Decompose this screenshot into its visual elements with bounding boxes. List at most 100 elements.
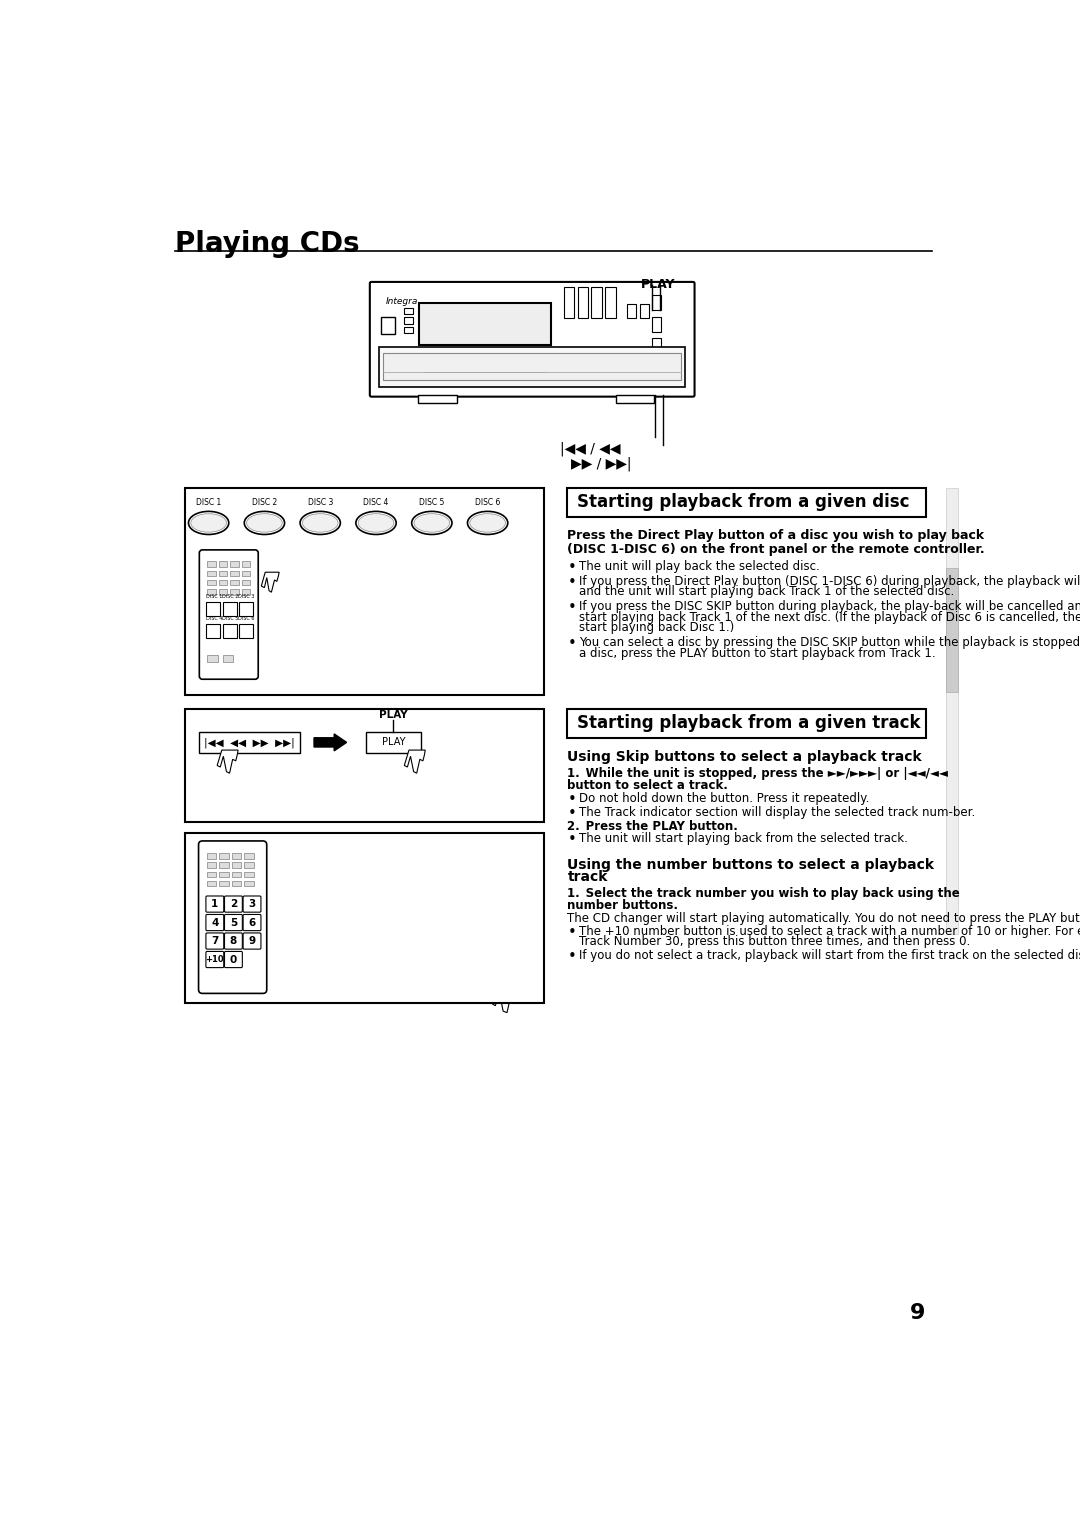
Text: 9: 9: [248, 937, 256, 946]
Text: PLAY: PLAY: [379, 711, 407, 720]
Bar: [207, 862, 216, 868]
Text: 9: 9: [910, 1303, 926, 1323]
Text: DISC 4: DISC 4: [206, 616, 222, 620]
FancyBboxPatch shape: [206, 895, 224, 912]
Text: DISC 2: DISC 2: [222, 594, 239, 599]
Bar: [230, 561, 239, 567]
Text: button to select a track.: button to select a track.: [567, 779, 728, 792]
Text: DISC 1: DISC 1: [206, 594, 222, 599]
Bar: [627, 304, 636, 318]
Bar: [232, 872, 241, 877]
Bar: [366, 732, 421, 753]
Bar: [652, 316, 661, 332]
Bar: [567, 709, 926, 738]
Bar: [186, 709, 544, 822]
Circle shape: [576, 370, 583, 377]
Text: number buttons.: number buttons.: [567, 898, 678, 912]
Bar: [200, 732, 300, 753]
Text: 3: 3: [248, 898, 256, 909]
Bar: [239, 623, 253, 637]
Bar: [207, 853, 216, 859]
Bar: [239, 602, 253, 616]
Bar: [219, 882, 229, 886]
Text: |◀◀  ◀◀  ▶▶  ▶▶|: |◀◀ ◀◀ ▶▶ ▶▶|: [204, 736, 295, 747]
Bar: [242, 570, 251, 576]
Bar: [222, 654, 233, 662]
Bar: [418, 396, 457, 403]
Bar: [419, 303, 551, 345]
Ellipse shape: [414, 513, 449, 532]
Text: If you press the DISC SKIP button during playback, the play-back will be cancell: If you press the DISC SKIP button during…: [579, 601, 1080, 613]
Text: 1. While the unit is stopped, press the ►►/►►►| or |◄◄/◄◄: 1. While the unit is stopped, press the …: [567, 767, 948, 779]
FancyArrow shape: [314, 733, 347, 750]
Bar: [404, 318, 414, 324]
Bar: [242, 561, 251, 567]
Bar: [218, 561, 227, 567]
Circle shape: [562, 370, 569, 377]
Text: The +10 number button is used to select a track with a number of 10 or higher. F: The +10 number button is used to select …: [579, 924, 1080, 938]
FancyBboxPatch shape: [206, 914, 224, 931]
Ellipse shape: [356, 512, 396, 535]
Bar: [206, 623, 220, 637]
Text: PLAY: PLAY: [640, 278, 675, 290]
Text: •: •: [567, 807, 577, 821]
FancyBboxPatch shape: [243, 914, 261, 931]
Circle shape: [590, 370, 597, 377]
Bar: [616, 396, 654, 403]
Bar: [404, 327, 414, 333]
Text: DISC 1: DISC 1: [195, 498, 221, 507]
Text: 1: 1: [212, 898, 218, 909]
Text: a disc, press the PLAY button to start playback from Track 1.: a disc, press the PLAY button to start p…: [579, 646, 935, 660]
FancyBboxPatch shape: [225, 952, 242, 967]
Text: 2: 2: [230, 898, 237, 909]
Bar: [592, 287, 603, 318]
Bar: [232, 853, 241, 859]
Bar: [186, 833, 544, 1002]
Text: ▶▶ / ▶▶|: ▶▶ / ▶▶|: [571, 457, 632, 471]
Bar: [242, 590, 251, 594]
Text: The CD changer will start playing automatically. You do not need to press the PL: The CD changer will start playing automa…: [567, 912, 1080, 924]
Bar: [606, 287, 617, 318]
FancyBboxPatch shape: [243, 895, 261, 912]
FancyBboxPatch shape: [225, 914, 242, 931]
Text: Using Skip buttons to select a playback track: Using Skip buttons to select a playback …: [567, 750, 922, 764]
Bar: [652, 338, 661, 353]
Ellipse shape: [470, 513, 505, 532]
Text: DISC 3: DISC 3: [308, 498, 333, 507]
FancyBboxPatch shape: [206, 934, 224, 949]
Polygon shape: [404, 750, 426, 773]
Bar: [639, 304, 649, 318]
Polygon shape: [261, 571, 279, 593]
Text: DISC 5: DISC 5: [222, 616, 239, 620]
Bar: [222, 623, 237, 637]
FancyBboxPatch shape: [225, 895, 242, 912]
Text: DISC 4: DISC 4: [363, 498, 389, 507]
Text: |◀◀ / ◀◀: |◀◀ / ◀◀: [559, 442, 620, 455]
Ellipse shape: [244, 512, 284, 535]
Text: •: •: [567, 833, 577, 848]
Bar: [218, 570, 227, 576]
Bar: [404, 309, 414, 315]
Bar: [218, 590, 227, 594]
Bar: [218, 581, 227, 585]
Ellipse shape: [189, 512, 229, 535]
Text: Track Number 30, press this button three times, and then press 0.: Track Number 30, press this button three…: [579, 935, 970, 947]
Text: •: •: [567, 924, 577, 940]
Ellipse shape: [246, 513, 282, 532]
Text: •: •: [567, 793, 577, 807]
Bar: [219, 853, 229, 859]
Bar: [207, 561, 216, 567]
Text: The unit will start playing back from the selected track.: The unit will start playing back from th…: [579, 833, 908, 845]
Bar: [592, 348, 603, 356]
Ellipse shape: [468, 512, 508, 535]
Circle shape: [603, 370, 611, 377]
Text: 2. Press the PLAY button.: 2. Press the PLAY button.: [567, 821, 739, 833]
Bar: [207, 882, 216, 886]
Text: Integra: Integra: [386, 298, 418, 306]
Bar: [230, 581, 239, 585]
Text: Using the number buttons to select a playback: Using the number buttons to select a pla…: [567, 857, 934, 872]
FancyBboxPatch shape: [199, 840, 267, 993]
Text: 0: 0: [230, 955, 237, 964]
Bar: [206, 602, 220, 616]
Text: 6: 6: [248, 917, 256, 927]
